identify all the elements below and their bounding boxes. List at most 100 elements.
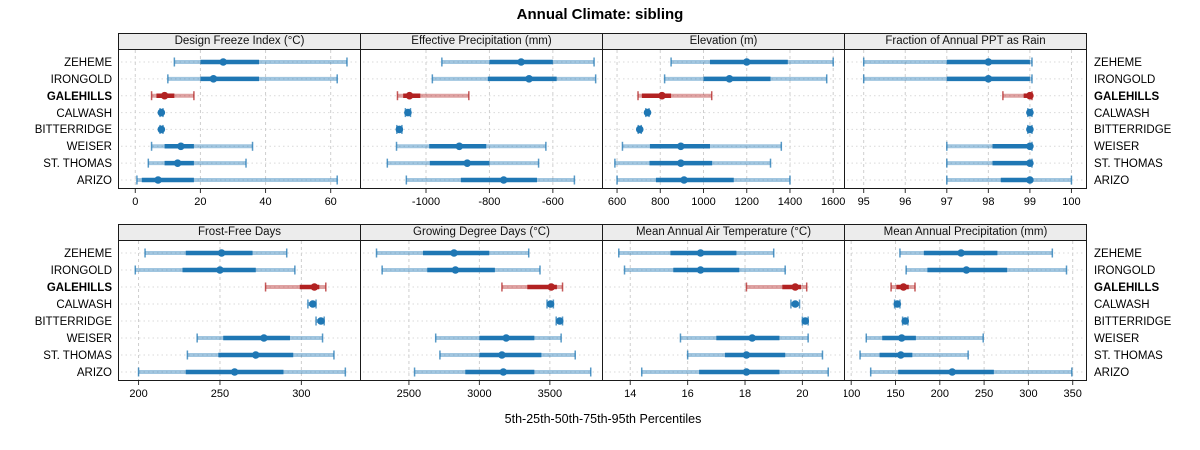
site-label-right-arizo: ARIZO bbox=[1094, 175, 1130, 187]
series-irongold bbox=[431, 74, 597, 84]
x-tick-label: 300 bbox=[292, 388, 310, 400]
series-irongold bbox=[381, 265, 541, 275]
x-tick-label: -1000 bbox=[412, 196, 440, 208]
median-dot bbox=[1026, 142, 1034, 151]
series-irongold bbox=[623, 265, 786, 275]
series-irongold bbox=[134, 265, 296, 275]
site-label-right-weiser: WEISER bbox=[1094, 141, 1140, 154]
panel-canvas: 200 250 300 bbox=[118, 240, 361, 400]
series-bitterridge bbox=[555, 316, 564, 326]
series-arizo bbox=[616, 175, 791, 185]
x-tick-label: 200 bbox=[931, 388, 949, 400]
series-zeheme bbox=[144, 248, 288, 258]
site-label-left-st-thomas: ST. THOMAS bbox=[43, 350, 112, 362]
series-st-thomas bbox=[946, 158, 1034, 168]
median-dot bbox=[899, 283, 908, 291]
panel-strip-label: Fraction of Annual PPT as Rain bbox=[844, 33, 1087, 50]
panel-canvas: 100 150 200 250 300 350 bbox=[844, 240, 1087, 400]
median-dot bbox=[962, 266, 971, 274]
median-dot bbox=[643, 108, 652, 117]
series-arizo bbox=[137, 367, 347, 377]
x-tick-label: 16 bbox=[682, 388, 694, 400]
series-arizo bbox=[136, 175, 338, 185]
site-label-left-st-thomas: ST. THOMAS bbox=[43, 158, 112, 171]
median-dot bbox=[157, 125, 166, 134]
site-label-left-irongold: IRONGOLD bbox=[50, 265, 112, 277]
series-bitterridge bbox=[635, 124, 644, 134]
panel-effective-precipitation-mm-: Effective Precipitation (mm) -1000 -800 -60… bbox=[360, 33, 603, 211]
site-label-left-bitterridge: BITTERRIDGE bbox=[34, 316, 112, 328]
series-calwash bbox=[157, 108, 166, 118]
series-bitterridge bbox=[395, 124, 404, 134]
series-bitterridge bbox=[801, 316, 810, 326]
series-arizo bbox=[405, 175, 576, 185]
median-dot bbox=[1026, 159, 1034, 167]
median-dot bbox=[546, 300, 555, 308]
site-label-right-galehills: GALEHILLS bbox=[1094, 282, 1160, 294]
median-dot bbox=[260, 334, 268, 342]
series-calwash bbox=[893, 299, 902, 309]
site-label-right-irongold: IRONGOLD bbox=[1094, 73, 1156, 86]
median-dot bbox=[742, 368, 751, 376]
median-dot bbox=[791, 283, 800, 291]
site-label-right-st-thomas: ST. THOMAS bbox=[1094, 350, 1163, 362]
median-dot bbox=[525, 75, 533, 83]
site-label-left-galehills: GALEHILLS bbox=[46, 90, 112, 103]
series-irongold bbox=[862, 74, 1033, 84]
x-tick-label: 0 bbox=[132, 196, 138, 208]
series-st-thomas bbox=[386, 158, 540, 168]
median-dot bbox=[680, 176, 688, 184]
series-zeheme bbox=[899, 248, 1054, 258]
median-dot bbox=[677, 142, 685, 151]
x-tick-label: 99 bbox=[1024, 196, 1036, 208]
median-dot bbox=[517, 58, 525, 66]
series-bitterridge bbox=[315, 316, 325, 326]
median-dot bbox=[696, 249, 705, 257]
median-dot bbox=[405, 91, 414, 100]
x-tick-label: 20 bbox=[194, 196, 206, 208]
series-zeheme bbox=[862, 57, 1033, 67]
site-label-left-calwash: CALWASH bbox=[56, 299, 112, 311]
site-label-left-zeheme: ZEHEME bbox=[64, 57, 112, 69]
series-weiser bbox=[150, 141, 254, 151]
panel-canvas: 600 800 1000 1200 1400 1600 bbox=[602, 49, 845, 208]
x-tick-label: 60 bbox=[325, 196, 337, 208]
median-dot bbox=[395, 125, 404, 134]
median-dot bbox=[957, 249, 965, 257]
median-dot bbox=[893, 300, 902, 308]
x-tick-label: 2500 bbox=[397, 388, 421, 400]
x-tick-label: 250 bbox=[211, 388, 229, 400]
series-st-thomas bbox=[186, 350, 335, 360]
x-tick-label: 1000 bbox=[691, 196, 715, 208]
panel-strip-label: Frost-Free Days bbox=[118, 224, 361, 241]
x-tick-label: 1400 bbox=[778, 196, 802, 208]
panel-growing-degree-days-c-: Growing Degree Days (°C) 2500 3000 3500 bbox=[360, 224, 603, 403]
site-label-left-arizo: ARIZO bbox=[76, 175, 112, 187]
series-st-thomas bbox=[686, 350, 824, 360]
x-tick-label: -800 bbox=[478, 196, 500, 208]
median-dot bbox=[1026, 125, 1034, 134]
x-tick-label: 97 bbox=[941, 196, 953, 208]
median-dot bbox=[404, 108, 412, 117]
median-dot bbox=[451, 266, 460, 274]
x-tick-label: 600 bbox=[608, 196, 626, 208]
median-dot bbox=[742, 58, 751, 66]
median-dot bbox=[154, 176, 162, 184]
site-label-right-arizo: ARIZO bbox=[1094, 367, 1130, 379]
median-dot bbox=[157, 108, 166, 117]
median-dot bbox=[948, 368, 957, 376]
series-irongold bbox=[167, 74, 338, 84]
series-st-thomas bbox=[614, 158, 772, 168]
x-tick-label: 800 bbox=[651, 196, 669, 208]
site-label-left-bitterridge: BITTERRIDGE bbox=[34, 124, 112, 137]
series-weiser bbox=[946, 141, 1034, 151]
median-dot bbox=[635, 125, 644, 134]
x-tick-label: 20 bbox=[796, 388, 808, 400]
panel-canvas: 14 16 18 20 bbox=[602, 240, 845, 400]
median-dot bbox=[219, 58, 228, 66]
series-bitterridge bbox=[157, 124, 166, 134]
median-dot bbox=[1026, 176, 1034, 184]
site-label-right-zeheme: ZEHEME bbox=[1094, 57, 1142, 69]
median-dot bbox=[216, 266, 224, 274]
series-irongold bbox=[905, 265, 1068, 275]
